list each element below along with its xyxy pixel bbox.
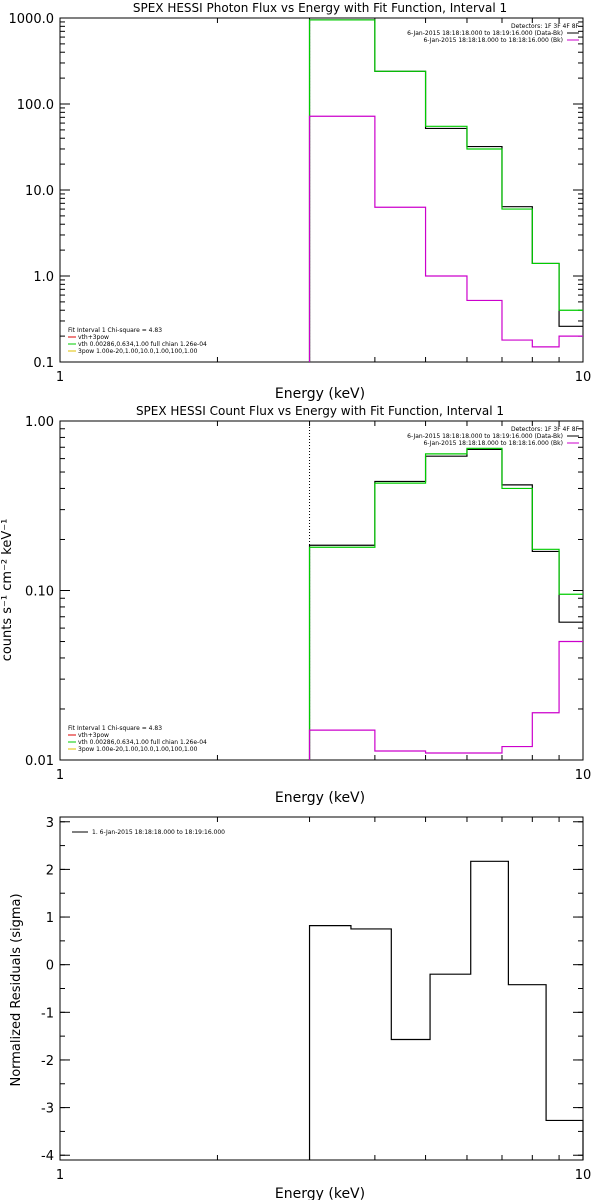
y-tick-label: 1 (46, 911, 54, 926)
legend-entry: 6-Jan-2015 18:18:18.000 to 18:18:16.000 … (423, 440, 563, 447)
legend-fit-interval: Fit Interval 1 Chi-square = 4.83 (68, 327, 162, 334)
legend-entry: 3pow 1.00e-20,1.00,10.0,1.00,100,1.00 (78, 746, 198, 753)
legend-detectors: Detectors: 1F 3F 4F 8F (511, 23, 580, 30)
legend-entry: 6-Jan-2015 18:18:18.000 to 18:19:16.000 … (407, 30, 563, 37)
series-step-green (308, 447, 583, 760)
y-tick-label: -4 (41, 1149, 54, 1164)
y-tick-label: 0.10 (25, 585, 54, 600)
x-tick-label: 10 (575, 370, 592, 385)
plot-frame (59, 420, 584, 761)
count-flux-panel: SPEX HESSI Count Flux vs Energy with Fit… (0, 404, 591, 806)
y-tick-label: 10.0 (25, 184, 54, 199)
legend-entry: vth+3pow (78, 334, 109, 341)
series-step-magenta (308, 115, 583, 362)
x-tick-label: 1 (56, 768, 64, 783)
legend-fit-interval: Fit Interval 1 Chi-square = 4.83 (68, 725, 162, 732)
count-flux-xlabel: Energy (keV) (275, 790, 365, 806)
legend-entry: 1. 6-Jan-2015 18:18:18.000 to 18:19:16.0… (92, 829, 225, 836)
series-step-black (308, 860, 584, 1160)
residuals-ylabel: Normalized Residuals (sigma) (9, 893, 24, 1086)
x-tick-label: 1 (56, 370, 64, 385)
photon-flux-title: SPEX HESSI Photon Flux vs Energy with Fi… (133, 1, 507, 15)
y-tick-label: 100.0 (17, 98, 54, 113)
series-step-black (308, 448, 583, 760)
photon-flux-xlabel: Energy (keV) (275, 386, 365, 402)
y-tick-label: 1.0 (33, 270, 54, 285)
series-step-magenta (308, 640, 583, 760)
x-tick-label: 1 (56, 1168, 64, 1183)
legend-entry: vth+3pow (78, 732, 109, 739)
legend-entry: 3pow 1.00e-20,1.00,10.0,1.00,100,1.00 (78, 348, 198, 355)
legend-entry: vth 0.00286,0.634,1.00 full chian 1.26e-… (78, 739, 207, 746)
legend-entry: 6-Jan-2015 18:18:18.000 to 18:18:16.000 … (423, 37, 563, 44)
y-tick-label: -1 (41, 1006, 54, 1021)
plot-frame (59, 17, 584, 363)
y-tick-label: 0.01 (25, 754, 54, 769)
photon-flux-panel: SPEX HESSI Photon Flux vs Energy with Fi… (9, 1, 592, 402)
legend-entry: 6-Jan-2015 18:18:18.000 to 18:19:16.000 … (407, 433, 563, 440)
count-flux-title: SPEX HESSI Count Flux vs Energy with Fit… (136, 404, 504, 418)
series-step-green (308, 19, 583, 362)
x-tick-label: 10 (575, 768, 592, 783)
x-tick-label: 10 (575, 1168, 592, 1183)
y-tick-label: 3 (46, 816, 54, 831)
y-tick-label: -3 (41, 1102, 54, 1117)
y-tick-label: 1000.0 (9, 12, 55, 27)
plot-frame (59, 816, 584, 1161)
y-tick-label: -2 (41, 1054, 54, 1069)
count-flux-ylabel: counts s⁻¹ cm⁻² keV⁻¹ (0, 519, 15, 662)
legend-entry: vth 0.00286,0.634,1.00 full chian 1.26e-… (78, 341, 207, 348)
legend-detectors: Detectors: 1F 3F 4F 8F (511, 426, 580, 433)
series-step-black (308, 19, 583, 362)
y-tick-label: 0.1 (33, 356, 54, 371)
residuals-xlabel: Energy (keV) (275, 1186, 365, 1200)
residuals-panel: Energy (keV) Normalized Residuals (sigma… (9, 816, 591, 1200)
y-tick-label: 0 (46, 959, 54, 974)
y-tick-label: 1.00 (25, 415, 54, 430)
y-tick-label: 2 (46, 863, 54, 878)
